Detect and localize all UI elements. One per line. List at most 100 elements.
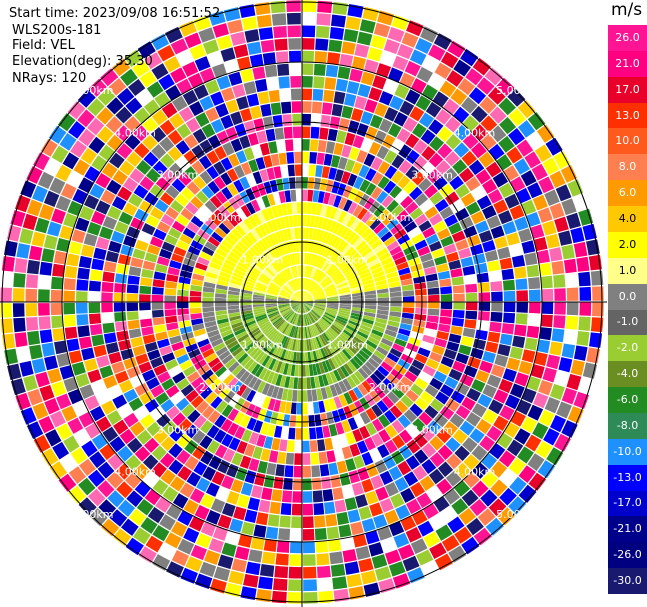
range-gate [142,334,156,345]
range-gate [578,377,594,394]
range-gate [302,50,315,63]
range-gate [402,296,415,302]
range-gate [311,310,320,319]
range-gate [296,302,302,313]
range-gate [347,417,358,431]
range-gate [308,281,316,292]
range-gate [282,336,289,348]
range-gate [303,541,316,554]
range-gate [484,250,499,262]
range-gate [314,304,326,309]
range-gate [99,226,114,240]
range-gate [199,139,213,154]
range-gate [239,370,251,383]
range-gate [286,282,295,293]
range-gate [306,253,310,265]
range-gate [339,351,349,363]
axis-lines [0,0,607,607]
range-gate [294,440,302,453]
range-gate [280,165,289,178]
range-gate [537,460,556,479]
range-gate [166,322,179,331]
range-gate [419,199,434,213]
range-gate [281,490,293,503]
range-gate [233,44,249,59]
range-gate [365,298,377,302]
range-gate [185,424,199,439]
range-gate [241,16,258,31]
range-gate [320,244,327,256]
range-gate [91,379,106,394]
range-gate [239,221,250,234]
range-gate [306,377,312,389]
range-gate [249,346,260,358]
range-label: 3.00km [157,423,199,436]
range-gate [378,252,391,262]
range-gate [234,546,250,561]
range-gate [255,284,267,291]
range-gate [442,167,458,183]
range-label: 2.00km [199,211,241,224]
range-gate [439,316,452,325]
range-gate [238,534,253,548]
range-gate [497,344,511,357]
range-gate [212,63,227,79]
range-gate [553,151,571,170]
range-gate [293,279,298,291]
range-gate [279,230,286,242]
range-gate [160,436,176,452]
range-gate [293,302,302,310]
range-gate [189,101,204,117]
range-gate [193,267,206,276]
range-gate [202,292,215,298]
range-gate [294,293,302,302]
range-gate [477,311,490,321]
range-gate [333,91,346,105]
range-gate [80,147,98,165]
range-gate [126,226,141,239]
range-gate [252,299,265,302]
range-gate [304,352,309,364]
range-gate [291,253,296,265]
range-gate [116,263,129,275]
range-gate [224,336,237,346]
range-gate [359,411,371,425]
range-gate [412,465,428,481]
range-gate [279,306,291,311]
range-gate [448,259,462,270]
range-gate [171,220,186,233]
range-gate [207,410,221,424]
range-gate [236,96,249,110]
range-gate [215,365,227,378]
range-gate [315,540,329,553]
range-gate [269,283,281,291]
range-gate [382,134,396,149]
range-gate [560,165,578,183]
range-gate [302,302,310,312]
range-gate [245,322,257,331]
range-gate [452,285,465,294]
range-gate [478,292,491,302]
range-gate [284,465,294,478]
range-gate [67,417,84,434]
range-gate [455,382,470,396]
range-gate [56,393,72,410]
range-gate [269,179,278,193]
range-gate [302,302,312,310]
range-gate [460,48,479,67]
range-gate [297,291,302,302]
range-gate [514,324,527,337]
range-gate [468,87,487,105]
range-gate [553,274,566,288]
range-gate [248,376,258,389]
range-gate [376,283,388,290]
range-gate [561,198,577,216]
range-gate [182,61,199,77]
range-gate [29,344,43,360]
range-gate [155,392,170,406]
range-gate [134,405,149,420]
range-gate [63,290,75,302]
range-gate [252,171,263,185]
range-gate [159,452,175,468]
range-gate [171,341,185,352]
